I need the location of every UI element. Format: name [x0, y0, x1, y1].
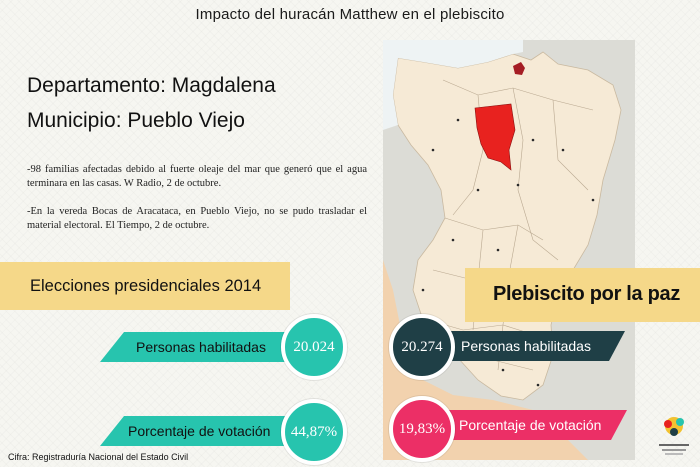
plebiscite-banner: Plebiscito por la paz	[465, 268, 700, 322]
news-note-1: -98 familias afectadas debido al fuerte …	[27, 164, 367, 189]
plebiscite-heading: Plebiscito por la paz	[493, 283, 681, 305]
source-note: Cifra: Registraduría Nacional del Estado…	[8, 452, 189, 462]
elections-2014-eligible-label: Personas habilitadas	[136, 339, 266, 355]
organization-logo-icon	[659, 417, 689, 455]
department-heading: Departamento: Magdalena	[27, 74, 276, 97]
elections-2014-eligible-value: 20.024	[281, 314, 347, 380]
elections-2014-turnout-value: 44,87%	[281, 399, 347, 465]
plebiscite-turnout-bar: Porcentaje de votación	[435, 410, 627, 440]
news-note-2: -En la vereda Bocas de Aracataca, en Pue…	[27, 206, 367, 231]
coast-water	[383, 40, 523, 130]
plebiscite-eligible-bar: Personas habilitadas	[435, 331, 625, 361]
santa-marta-marker	[513, 62, 525, 75]
elections-2014-turnout-label: Porcentaje de votación	[128, 423, 271, 439]
plebiscite-turnout-value: 19,83%	[389, 396, 455, 462]
elections-2014-banner: Elecciones presidenciales 2014	[0, 262, 290, 310]
plebiscite-turnout-label: Porcentaje de votación	[459, 417, 602, 433]
pueblo-viejo-highlight	[474, 103, 516, 171]
elections-2014-heading: Elecciones presidenciales 2014	[30, 277, 262, 295]
municipality-heading: Municipio: Pueblo Viejo	[27, 109, 245, 132]
page-title: Impacto del huracán Matthew en el plebis…	[195, 6, 505, 23]
plebiscite-eligible-value: 20.274	[389, 314, 455, 380]
elections-2014-turnout-bar: Porcentaje de votación	[100, 416, 305, 446]
elections-2014-eligible-bar: Personas habilitadas	[100, 332, 305, 362]
plebiscite-eligible-label: Personas habilitadas	[461, 338, 591, 354]
